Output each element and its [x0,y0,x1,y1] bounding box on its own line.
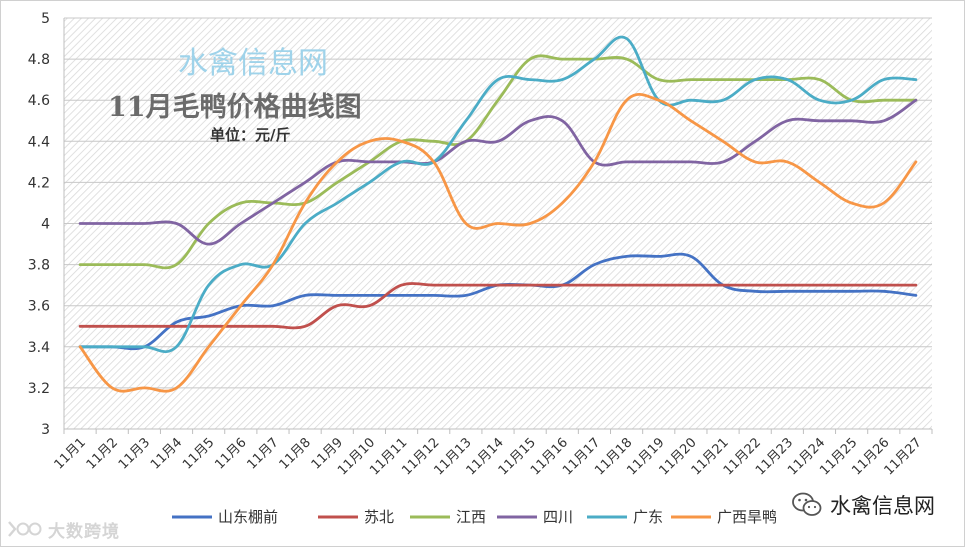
y-tick-label: 5 [41,11,50,27]
series-line-1 [78,282,918,330]
y-tick-label: 4.4 [28,134,50,150]
logo-icon [8,521,42,537]
unit-label: 单位：元/斤 [210,126,290,144]
legend: 山东棚前 苏北 江西 四川 广东 广西旱鸭 [172,508,777,526]
wechat-account-name: 水禽信息网 [830,494,935,518]
chart-watermark: 水禽信息网 [178,46,328,81]
series-line-4 [78,35,918,354]
legend-label: 四川 [543,508,573,526]
bottom-logo: 大数跨境 [6,517,120,542]
x-axis-ticks: 11月111月211月311月411月511月611月711月811月911月1… [52,435,925,478]
x-tick-label: 11月8 [277,435,314,472]
y-tick-label: 4.8 [28,52,50,68]
x-tick-label: 11月6 [212,435,249,472]
series-layer [78,35,918,393]
y-tick-label: 3.4 [28,340,50,356]
chart-title: 11月毛鸭价格曲线图 [108,92,362,123]
legend-label: 山东棚前 [218,508,278,526]
y-tick-label: 3 [41,422,50,438]
legend-label: 江西 [456,508,486,526]
axes [63,18,933,434]
y-tick-label: 3.8 [28,258,50,274]
x-tick-label: 11月3 [116,435,153,472]
y-tick-label: 4.6 [28,93,50,109]
wechat-icon [792,492,822,516]
series-line-2 [78,54,918,270]
x-tick-label: 11月4 [148,435,185,472]
y-tick-label: 3.2 [28,381,50,397]
y-tick-label: 3.6 [28,299,50,315]
x-tick-label: 11月2 [84,435,121,472]
legend-label: 广西旱鸭 [717,508,777,526]
y-tick-label: 4 [41,217,50,233]
y-axis-ticks: 3 3.2 3.4 3.6 3.8 4 4.2 4.4 4.6 4.8 5 [28,11,50,438]
legend-label: 广东 [633,508,663,526]
series-line-5 [78,92,918,393]
logo-text: 大数跨境 [48,521,120,542]
x-tick-label: 11月1 [52,435,89,472]
x-tick-label: 11月7 [244,435,281,472]
y-tick-label: 4.2 [28,175,50,191]
series-line-3 [78,98,918,246]
legend-label: 苏北 [364,508,394,526]
x-tick-label: 11月5 [180,435,217,472]
wechat-watermark: 水禽信息网 [792,490,935,520]
